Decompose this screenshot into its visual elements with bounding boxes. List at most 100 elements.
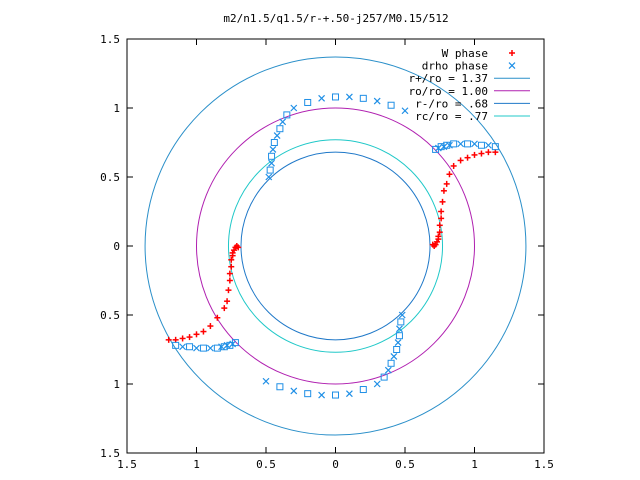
drho-phase-point <box>359 94 367 102</box>
drho-phase-point <box>464 140 472 148</box>
w-phase-point <box>471 151 478 158</box>
drho-phase-point <box>318 391 326 399</box>
w-phase-point <box>492 149 499 156</box>
drho-phase-point <box>279 118 287 126</box>
drho-phase-point <box>186 343 194 351</box>
w-phase-point <box>228 263 235 270</box>
reference-circle <box>227 139 444 353</box>
w-phase-point <box>438 215 445 222</box>
reference-circles <box>144 56 527 436</box>
drho-phase-point <box>290 104 298 112</box>
drho-phase-point <box>345 390 353 398</box>
drho-phase-point <box>491 143 499 151</box>
w-phase-point <box>225 287 232 294</box>
w-phase-point <box>446 171 453 178</box>
drho-phase-point <box>318 94 326 102</box>
drho-phase-point <box>172 341 180 349</box>
drho-phase-point <box>266 166 274 174</box>
w-phase-point <box>193 331 200 338</box>
w-phase-point <box>165 336 172 343</box>
y-tick-label: 1 <box>113 102 120 115</box>
reference-circle <box>196 107 475 385</box>
data-points <box>165 93 499 399</box>
w-phase-point <box>207 323 214 330</box>
y-tick-label: 0 <box>113 240 120 253</box>
drho-phase-point <box>304 98 312 106</box>
legend-label: ro/ro = 1.00 <box>409 85 488 98</box>
drho-phase-point <box>268 152 276 160</box>
w-phase-point <box>457 157 464 164</box>
w-phase-point <box>464 154 471 161</box>
drho-phase-point <box>359 386 367 394</box>
drho-phase-point <box>401 107 409 115</box>
drho-phase-point <box>393 346 401 353</box>
w-phase-point <box>172 336 179 343</box>
legend-label: drho phase <box>422 60 488 73</box>
drho-phase-point <box>398 311 406 319</box>
drho-phase-point <box>394 339 402 347</box>
w-phase-point <box>509 50 515 56</box>
w-phase-point <box>226 270 233 277</box>
w-phase-point <box>235 244 242 251</box>
drho-phase-point <box>432 145 440 153</box>
w-phase-point <box>226 277 233 284</box>
drho-phase-point <box>262 377 270 385</box>
w-phase-point <box>440 187 447 194</box>
x-tick-label: 1 <box>471 458 478 471</box>
drho-phase-point <box>283 111 291 119</box>
drho-phase-point <box>471 140 478 148</box>
x-tick-label: 0 <box>332 458 339 471</box>
w-phase-point <box>179 335 186 342</box>
y-tick-label: 0.5 <box>100 171 120 184</box>
legend-label: r+/ro = 1.37 <box>409 72 488 85</box>
w-phase-point <box>214 314 221 321</box>
w-phase-point <box>200 328 207 335</box>
w-phase-point <box>450 162 457 169</box>
x-tick-label: 1.5 <box>117 458 137 471</box>
drho-phase-point <box>276 383 284 391</box>
w-phase-point <box>436 229 443 236</box>
w-phase-point <box>228 256 235 263</box>
y-tick-label: 1 <box>113 378 120 391</box>
drho-phase-point <box>199 344 207 352</box>
w-phase-point <box>439 198 446 205</box>
reference-circle <box>240 151 431 341</box>
y-tick-label: 0.5 <box>100 309 120 322</box>
drho-phase-point <box>332 93 339 101</box>
drho-phase-point <box>387 101 395 109</box>
y-tick-label: 1.5 <box>100 447 120 460</box>
drho-phase-point <box>397 318 405 326</box>
drho-phase-point <box>276 125 284 133</box>
x-tick-label: 1 <box>193 458 200 471</box>
chart-title: m2/n1.5/q1.5/r-+.50-j257/M0.15/512 <box>223 12 448 25</box>
drho-phase-point <box>380 373 388 381</box>
drho-phase-point <box>390 352 398 360</box>
drho-phase-point <box>457 140 465 148</box>
drho-phase-point <box>265 173 273 181</box>
w-phase-point <box>438 208 445 215</box>
w-phase-point <box>221 305 228 312</box>
drho-phase-point <box>270 139 278 146</box>
drho-phase-point <box>384 366 392 374</box>
legend-label: r-/ro = .68 <box>415 97 488 110</box>
drho-phase-point <box>332 391 339 399</box>
drho-phase-point <box>268 159 275 167</box>
drho-phase-point <box>231 339 239 347</box>
drho-phase-point <box>304 390 312 398</box>
drho-phase-point <box>477 141 485 149</box>
legend-label: rc/ro = .77 <box>415 110 488 123</box>
w-phase-point <box>485 149 492 156</box>
axis-ticks: 1.5 1 0.5 0 0.5 1 1.51.510.500.511.5 <box>100 33 554 471</box>
drho-phase-point <box>396 325 403 333</box>
drho-phase-point <box>206 344 214 352</box>
drho-phase-point <box>373 97 381 105</box>
drho-phase-point <box>484 141 492 149</box>
legend-label: W phase <box>442 47 488 60</box>
w-phase-point <box>429 241 436 248</box>
w-phase-point <box>224 298 231 305</box>
x-tick-label: 0.5 <box>256 458 276 471</box>
w-phase-point <box>436 222 443 229</box>
x-tick-label: 1.5 <box>534 458 554 471</box>
drho-phase-point <box>387 359 395 367</box>
